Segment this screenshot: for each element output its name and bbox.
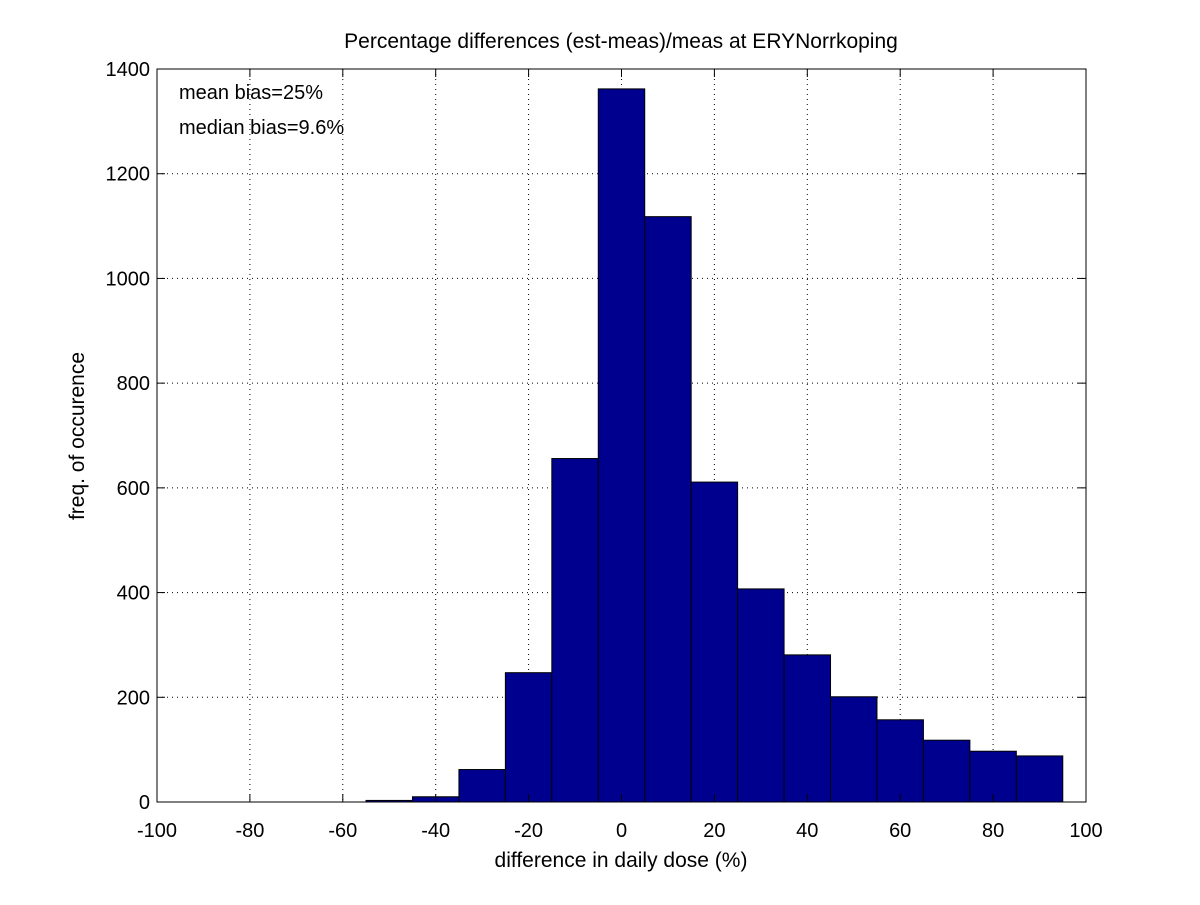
histogram-bar xyxy=(690,481,739,803)
y-tick-label: 600 xyxy=(117,478,150,500)
text-layer: Percentage differences (est-meas)/meas a… xyxy=(66,30,1103,872)
y-tick-label: 1000 xyxy=(106,268,151,290)
x-tick-label: 40 xyxy=(796,820,818,842)
histogram-bar xyxy=(458,769,506,803)
median-bias-annotation: median bias=9.6% xyxy=(179,117,344,139)
histogram-bar xyxy=(922,739,971,803)
histogram-bar xyxy=(876,719,924,803)
y-tick-label: 400 xyxy=(117,583,150,605)
x-tick-label: -20 xyxy=(514,820,543,842)
bars-layer xyxy=(365,88,1064,803)
x-tick-label: 100 xyxy=(1069,820,1102,842)
x-tick-label: 0 xyxy=(616,820,627,842)
histogram-bar xyxy=(551,458,599,803)
x-tick-label: 80 xyxy=(982,820,1004,842)
histogram-bar xyxy=(737,588,785,803)
histogram-bar xyxy=(597,88,646,803)
y-tick-label: 1200 xyxy=(106,164,151,186)
x-tick-label: 60 xyxy=(889,820,911,842)
x-tick-label: -60 xyxy=(328,820,357,842)
histogram-bar xyxy=(644,216,692,803)
x-axis-label: difference in daily dose (%) xyxy=(495,849,748,872)
histogram-bar xyxy=(504,672,553,803)
histogram-bar xyxy=(1015,755,1064,803)
y-tick-label: 800 xyxy=(117,373,150,395)
histogram-bar xyxy=(830,696,878,803)
x-tick-label: -40 xyxy=(421,820,450,842)
histogram-bar xyxy=(969,750,1017,803)
histogram-bar xyxy=(783,654,832,803)
mean-bias-annotation: mean bias=25% xyxy=(179,82,323,104)
chart-title: Percentage differences (est-meas)/meas a… xyxy=(344,30,898,53)
x-tick-label: -80 xyxy=(235,820,264,842)
y-tick-label: 1400 xyxy=(106,59,151,81)
y-tick-label: 200 xyxy=(117,687,150,709)
x-tick-label: 20 xyxy=(703,820,725,842)
ticks-layer xyxy=(156,68,1087,803)
x-tick-label: -100 xyxy=(137,820,177,842)
y-axis-label: freq. of occurence xyxy=(66,352,89,520)
y-tick-label: 0 xyxy=(139,792,150,814)
